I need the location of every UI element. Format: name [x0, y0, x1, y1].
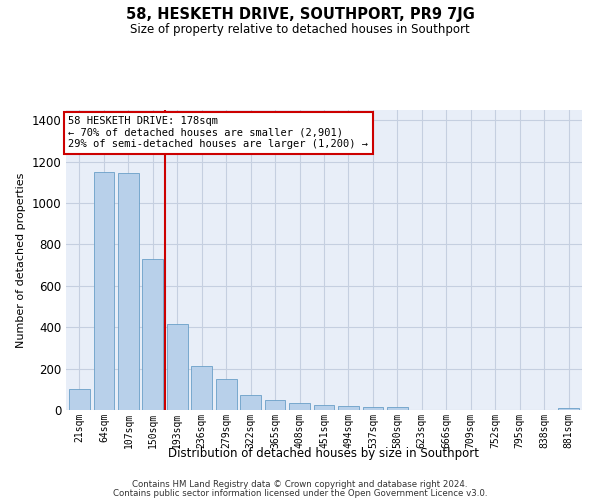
Text: Contains HM Land Registry data © Crown copyright and database right 2024.: Contains HM Land Registry data © Crown c… — [132, 480, 468, 489]
Bar — [118, 173, 139, 410]
Bar — [362, 407, 383, 410]
Bar — [69, 390, 90, 410]
Bar — [142, 259, 163, 410]
Text: 58 HESKETH DRIVE: 178sqm
← 70% of detached houses are smaller (2,901)
29% of sem: 58 HESKETH DRIVE: 178sqm ← 70% of detach… — [68, 116, 368, 150]
Text: Size of property relative to detached houses in Southport: Size of property relative to detached ho… — [130, 22, 470, 36]
Bar — [558, 408, 579, 410]
Bar — [289, 403, 310, 410]
Text: 58, HESKETH DRIVE, SOUTHPORT, PR9 7JG: 58, HESKETH DRIVE, SOUTHPORT, PR9 7JG — [125, 8, 475, 22]
Bar — [387, 407, 408, 410]
Bar — [314, 406, 334, 410]
Bar — [167, 324, 188, 410]
Bar — [191, 366, 212, 410]
Bar — [216, 379, 236, 410]
Bar — [94, 172, 114, 410]
Bar — [240, 395, 261, 410]
Bar — [338, 406, 359, 410]
Bar — [265, 400, 286, 410]
Y-axis label: Number of detached properties: Number of detached properties — [16, 172, 26, 348]
Text: Contains public sector information licensed under the Open Government Licence v3: Contains public sector information licen… — [113, 489, 487, 498]
Text: Distribution of detached houses by size in Southport: Distribution of detached houses by size … — [169, 448, 479, 460]
